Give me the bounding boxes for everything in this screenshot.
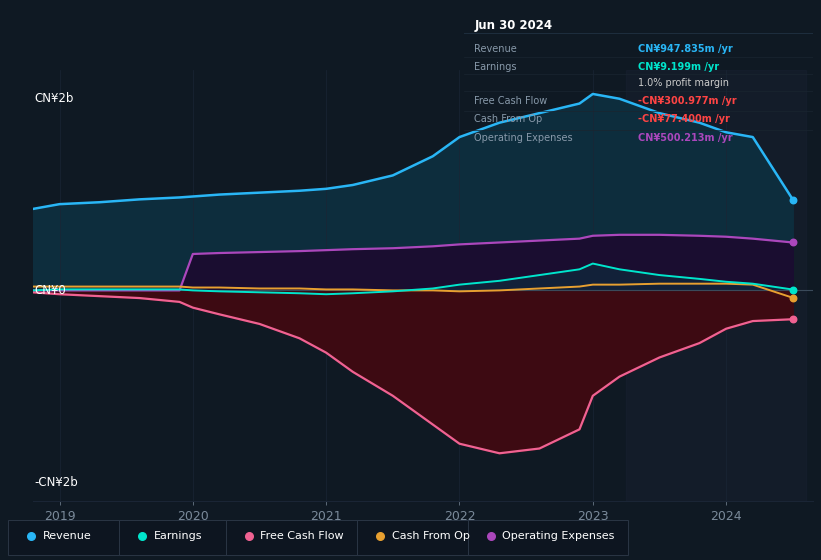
Text: CN¥0: CN¥0	[34, 284, 66, 297]
Point	[787, 238, 800, 247]
FancyBboxPatch shape	[8, 520, 122, 555]
Point	[484, 532, 498, 541]
Text: Revenue: Revenue	[43, 531, 91, 541]
Text: Cash From Op: Cash From Op	[475, 114, 543, 124]
Text: Earnings: Earnings	[154, 531, 202, 541]
Point	[787, 293, 800, 302]
Text: CN¥9.199m /yr: CN¥9.199m /yr	[639, 62, 719, 72]
Point	[787, 195, 800, 204]
Point	[242, 532, 255, 541]
FancyBboxPatch shape	[468, 520, 628, 555]
Text: Free Cash Flow: Free Cash Flow	[260, 531, 344, 541]
Point	[374, 532, 387, 541]
FancyBboxPatch shape	[226, 520, 361, 555]
Point	[787, 315, 800, 324]
Text: -CN¥77.400m /yr: -CN¥77.400m /yr	[639, 114, 730, 124]
FancyBboxPatch shape	[119, 520, 230, 555]
Text: Earnings: Earnings	[475, 62, 517, 72]
Text: CN¥500.213m /yr: CN¥500.213m /yr	[639, 133, 733, 143]
Text: CN¥2b: CN¥2b	[34, 92, 74, 105]
Text: Jun 30 2024: Jun 30 2024	[475, 19, 553, 32]
Text: Operating Expenses: Operating Expenses	[502, 531, 615, 541]
Point	[25, 532, 38, 541]
Text: CN¥947.835m /yr: CN¥947.835m /yr	[639, 44, 733, 54]
Text: Free Cash Flow: Free Cash Flow	[475, 96, 548, 106]
Text: Cash From Op: Cash From Op	[392, 531, 470, 541]
Point	[135, 532, 149, 541]
Text: -CN¥2b: -CN¥2b	[34, 475, 78, 488]
Text: -CN¥300.977m /yr: -CN¥300.977m /yr	[639, 96, 737, 106]
Text: Revenue: Revenue	[475, 44, 517, 54]
Text: Operating Expenses: Operating Expenses	[475, 133, 573, 143]
FancyBboxPatch shape	[357, 520, 476, 555]
Text: 1.0% profit margin: 1.0% profit margin	[639, 78, 729, 87]
Bar	[626, 70, 806, 501]
Point	[787, 285, 800, 294]
